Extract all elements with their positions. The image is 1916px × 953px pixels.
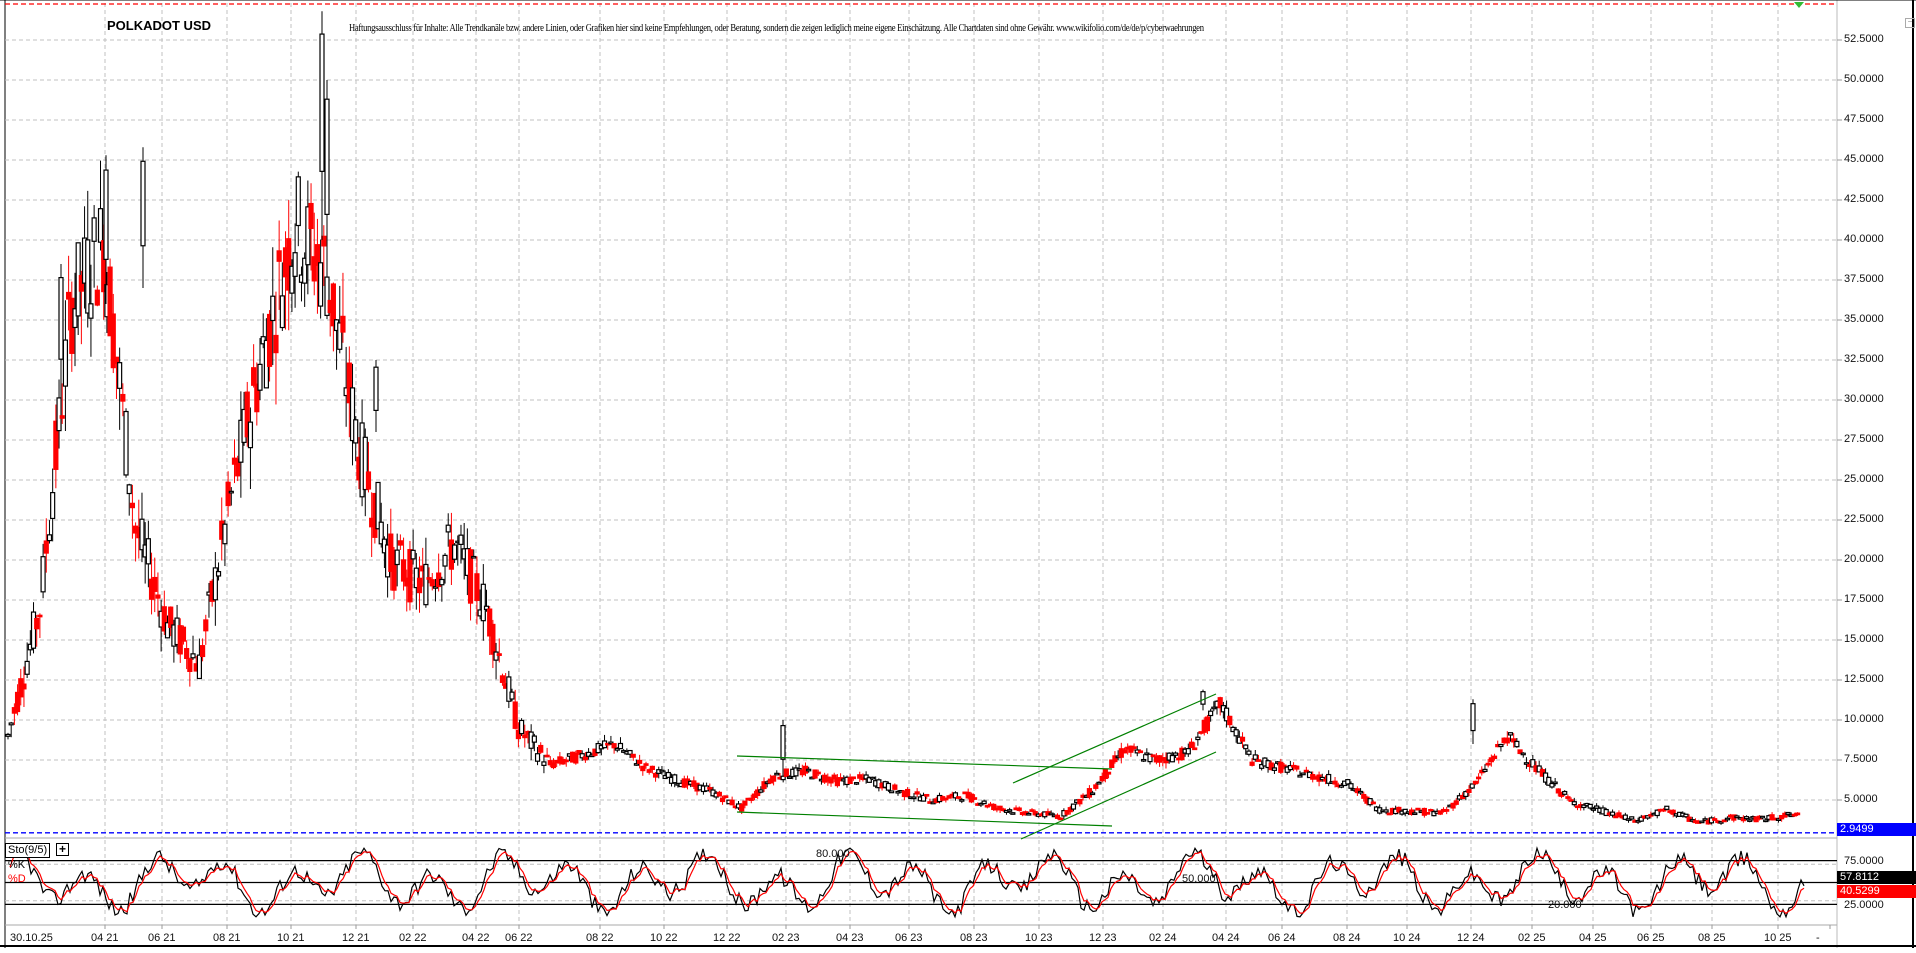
time-axis-label: 12 22 xyxy=(713,932,741,944)
price-axis-tick: 40.0000 xyxy=(1844,233,1884,245)
price-axis-tick: 17.5000 xyxy=(1844,593,1884,605)
time-axis-label: 06 25 xyxy=(1637,932,1665,944)
trend-line-ascending-upper xyxy=(1012,693,1217,784)
price-axis-tick: 50.0000 xyxy=(1844,73,1884,85)
time-axis-label: 08 23 xyxy=(960,932,988,944)
last-price-tag: 2.9499 xyxy=(1837,823,1916,836)
osc-axis-25: 25.0000 xyxy=(1844,899,1884,911)
stochastic-indicator-label[interactable]: Sto(9/5) xyxy=(5,843,51,858)
time-axis-label: 06 21 xyxy=(148,932,176,944)
price-axis-tick: 37.5000 xyxy=(1844,273,1884,285)
level-20-label: 20.000 xyxy=(1548,899,1582,911)
expand-indicator-button[interactable]: + xyxy=(56,843,69,856)
collapse-panel-button[interactable]: − xyxy=(1905,18,1915,28)
marker-triangle-icon xyxy=(1794,2,1804,8)
time-axis-label: 06 22 xyxy=(505,932,533,944)
time-axis-label: 08 21 xyxy=(213,932,241,944)
trend-line-descending-lower xyxy=(736,811,1113,827)
time-axis-label: 06 24 xyxy=(1268,932,1296,944)
price-axis-tick: 52.5000 xyxy=(1844,33,1884,45)
price-axis-tick: 45.0000 xyxy=(1844,153,1884,165)
level-50-label: 50.000 xyxy=(1182,873,1216,885)
price-axis-tick: 22.5000 xyxy=(1844,513,1884,525)
price-axis-tick: 10.0000 xyxy=(1844,713,1884,725)
stochastic-d-line xyxy=(9,850,1805,915)
time-axis-label: 04 25 xyxy=(1579,932,1607,944)
k-value-tag: 57.8112 xyxy=(1837,871,1916,884)
price-axis-tick: 47.5000 xyxy=(1844,113,1884,125)
price-axis-tick: 15.0000 xyxy=(1844,633,1884,645)
level-80-label: 80.000 xyxy=(816,848,850,860)
price-axis-tick: 5.0000 xyxy=(1844,793,1878,805)
osc-axis-75: 75.0000 xyxy=(1844,855,1884,867)
price-axis-tick: 12.5000 xyxy=(1844,673,1884,685)
price-axis-tick: 27.5000 xyxy=(1844,433,1884,445)
time-axis-label: 10 24 xyxy=(1393,932,1421,944)
d-value-tag: 40.5299 xyxy=(1837,885,1916,898)
time-axis-label: 12 23 xyxy=(1089,932,1117,944)
time-axis-label: 04 24 xyxy=(1212,932,1240,944)
time-axis-label: 10 22 xyxy=(650,932,678,944)
time-axis-label: 04 21 xyxy=(91,932,119,944)
time-axis-label: 02 23 xyxy=(772,932,800,944)
time-axis-label: 10 25 xyxy=(1764,932,1792,944)
time-axis-label: 04 22 xyxy=(462,932,490,944)
time-axis-label: - xyxy=(1816,932,1820,944)
trend-line-ascending-lower xyxy=(1020,751,1217,840)
price-axis-tick: 35.0000 xyxy=(1844,313,1884,325)
time-axis-label: 08 24 xyxy=(1333,932,1361,944)
price-axis-tick: 25.0000 xyxy=(1844,473,1884,485)
time-axis-label: 10 21 xyxy=(277,932,305,944)
time-axis-label: 08 22 xyxy=(586,932,614,944)
time-axis-label: 02 25 xyxy=(1518,932,1546,944)
price-axis-tick: 42.5000 xyxy=(1844,193,1884,205)
price-axis-tick: 20.0000 xyxy=(1844,553,1884,565)
time-axis-label: 12 21 xyxy=(342,932,370,944)
price-axis-tick: 30.0000 xyxy=(1844,393,1884,405)
stochastic-k-line xyxy=(9,846,1805,919)
time-axis-label: 08 25 xyxy=(1698,932,1726,944)
time-axis-label: 30.10.25 xyxy=(10,932,53,944)
time-axis-label: 10 23 xyxy=(1025,932,1053,944)
time-axis-label: 02 24 xyxy=(1149,932,1177,944)
legend-k-label: %K xyxy=(8,859,26,871)
price-candles xyxy=(5,11,1801,825)
price-axis-tick: 7.5000 xyxy=(1844,753,1878,765)
time-axis-label: 02 22 xyxy=(399,932,427,944)
disclaimer-text: Haftungsausschluss für Inhalte: Alle Tre… xyxy=(349,23,1204,34)
legend-d-label: %D xyxy=(8,873,26,885)
time-axis-label: 06 23 xyxy=(895,932,923,944)
time-axis-label: 04 23 xyxy=(836,932,864,944)
price-axis-tick: 32.5000 xyxy=(1844,353,1884,365)
time-axis-label: 12 24 xyxy=(1457,932,1485,944)
chart-title: POLKADOT USD xyxy=(107,18,211,33)
